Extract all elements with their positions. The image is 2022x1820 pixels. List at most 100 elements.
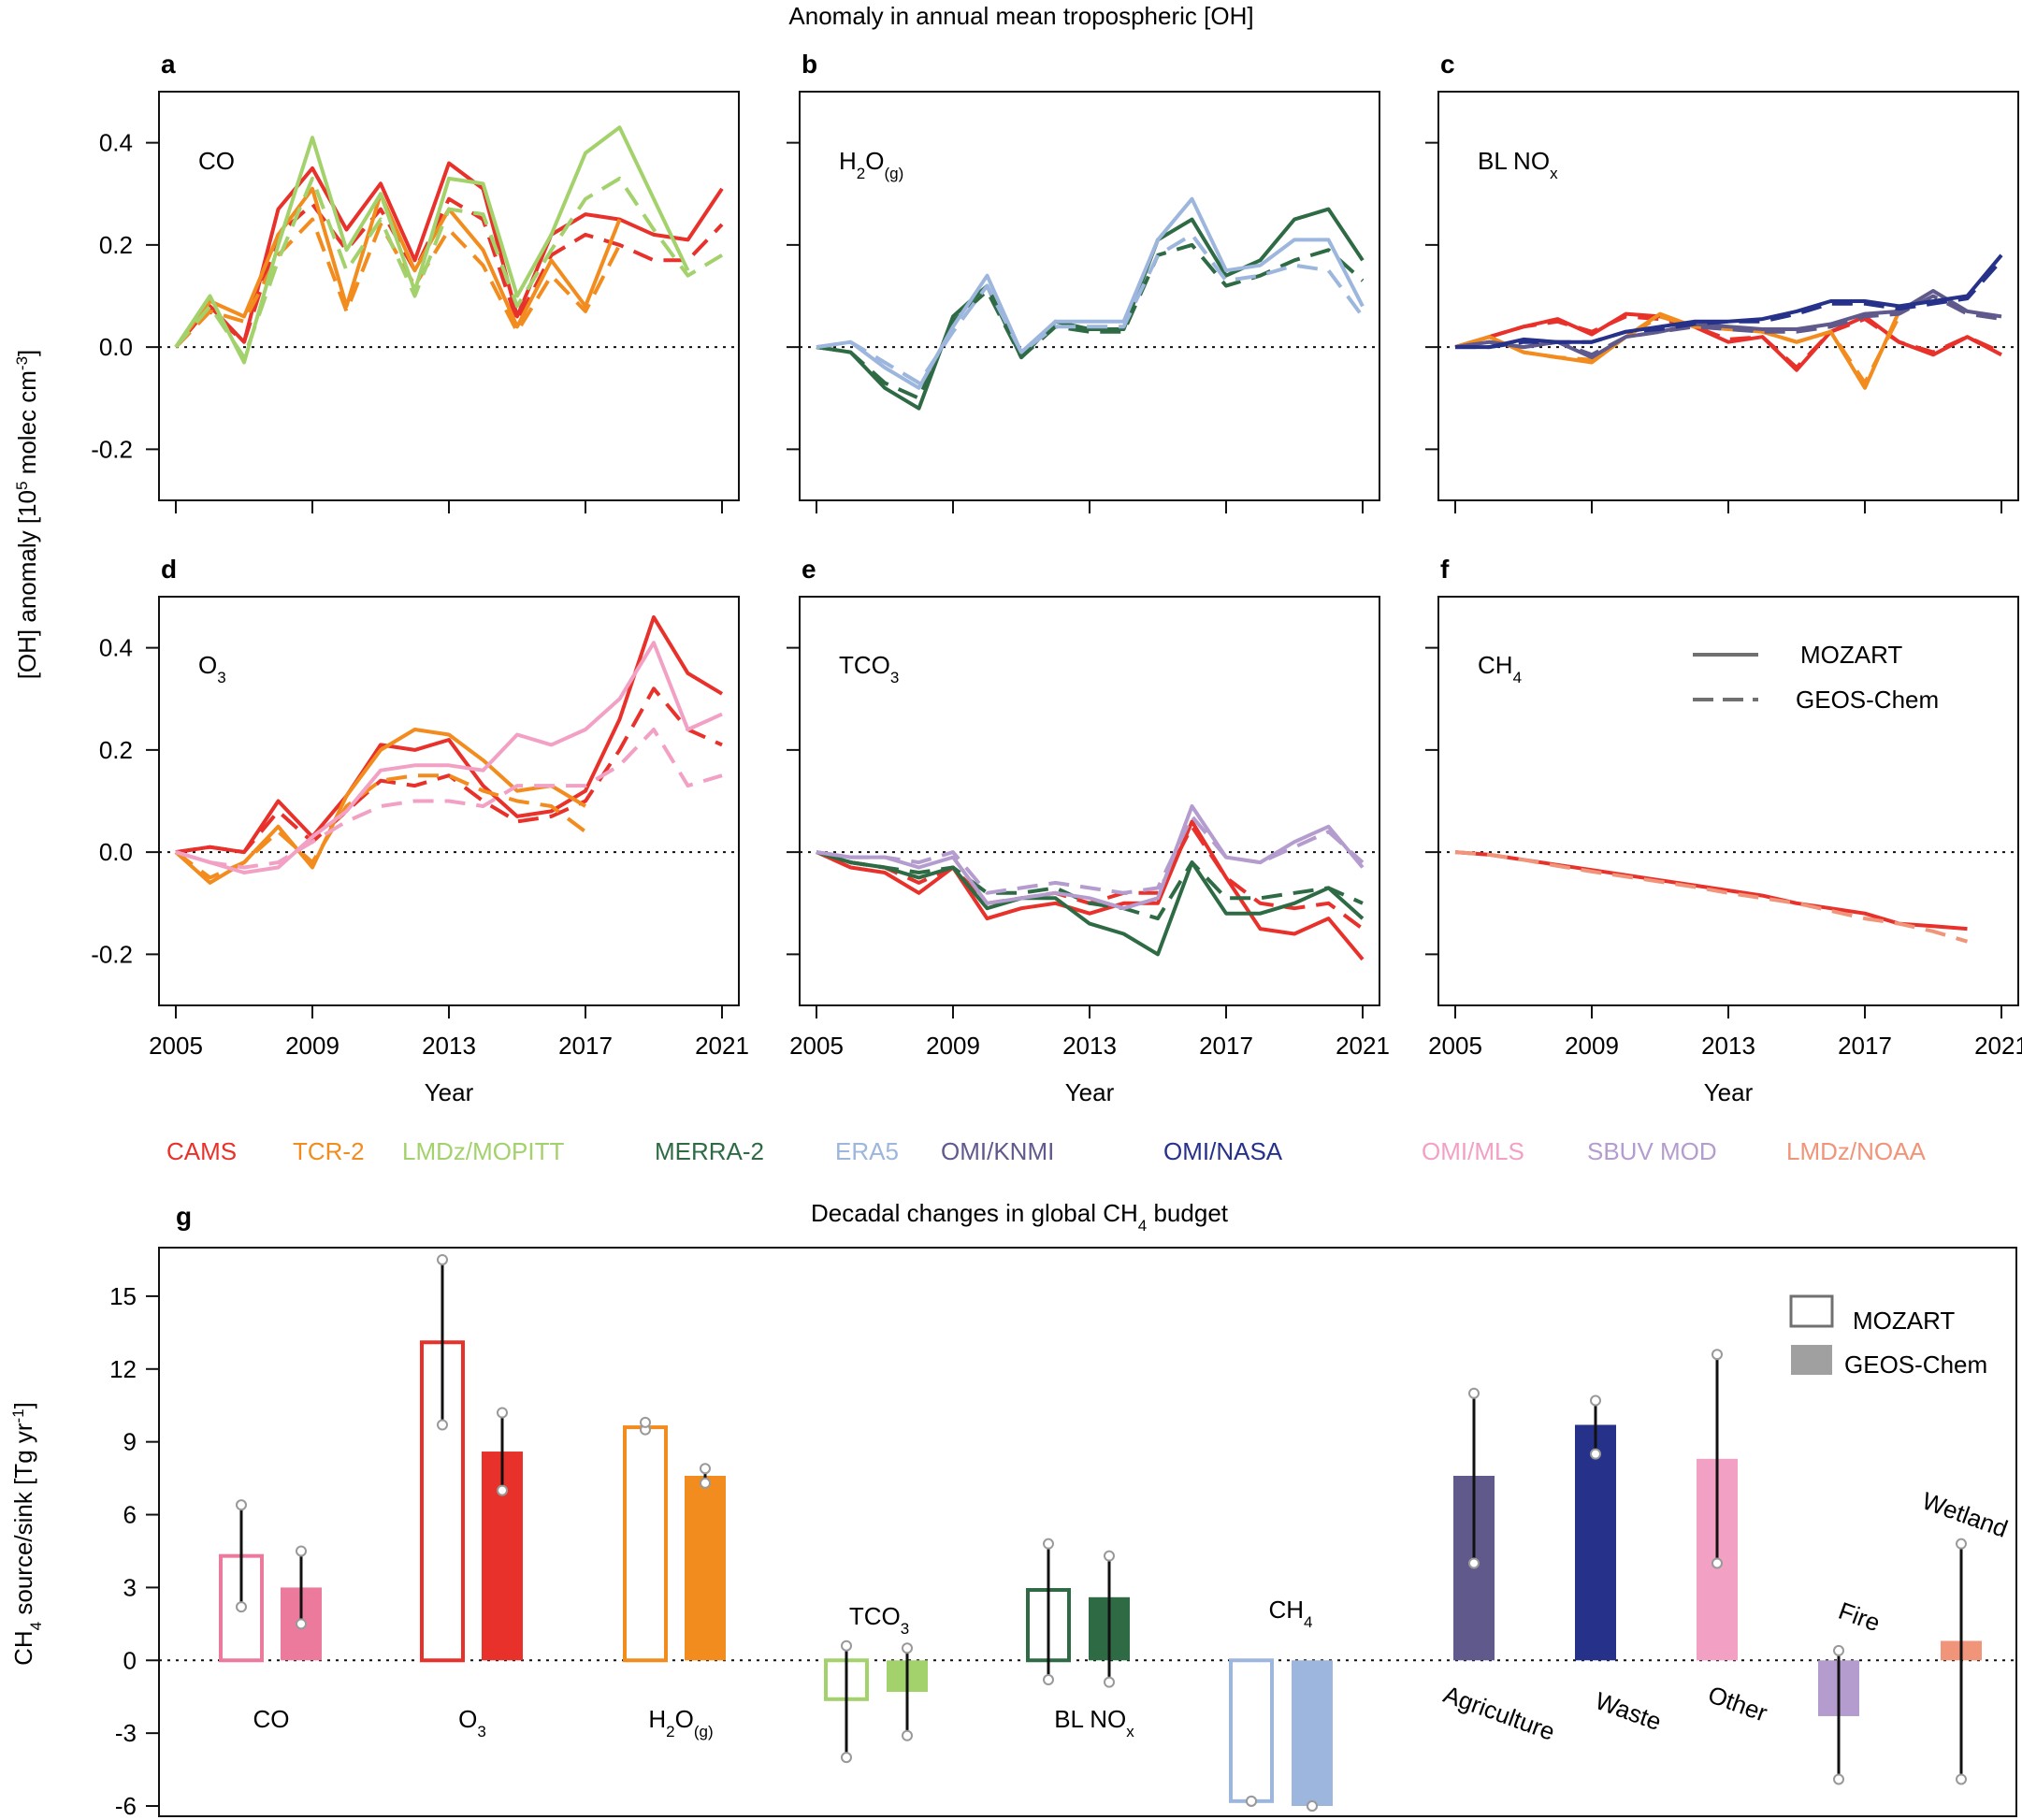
bar-group-other <box>1697 1349 1738 1661</box>
panel-letter: d <box>161 555 177 584</box>
group-label-other: Other <box>1704 1680 1771 1727</box>
panel-b: b H2O(g) <box>787 50 1380 513</box>
panel-driver-label: CO <box>198 147 235 175</box>
legend-omi-nasa: OMI/NASA <box>1163 1137 1283 1165</box>
series-line-cams-mozart <box>174 161 724 349</box>
bar-geos-chem <box>1575 1424 1616 1661</box>
error-bar-end <box>1246 1795 1257 1807</box>
group-label-waste: Waste <box>1592 1686 1666 1736</box>
panel-letter: f <box>1440 555 1450 584</box>
series-line-sbuv-mod-geoschem <box>816 814 1365 895</box>
error-bar-end <box>437 1253 448 1265</box>
bottom-y-axis-label: CH4 source/sink [Tg yr-1] <box>9 1402 45 1666</box>
panel-driver-label: BL NOx <box>1478 147 1558 182</box>
series-line-merra-2-mozart <box>816 850 1365 957</box>
line-panels: a -0.2 0.0 0.2 0.4 CO b H2O(g) c BL NOx d -0.2 0.0 0.… <box>91 50 2022 1106</box>
panel-frame <box>158 91 740 501</box>
error-bar-end <box>1104 1676 1115 1688</box>
panel-letter: b <box>802 50 817 79</box>
error-bar-end <box>1043 1674 1054 1686</box>
panel-frame <box>799 91 1380 501</box>
bar-y-tick-label: 6 <box>123 1501 137 1529</box>
panel-a: a -0.2 0.0 0.2 0.4 CO <box>91 50 740 513</box>
error-bar-end <box>640 1416 651 1428</box>
series-line-cams-geoschem <box>174 196 724 349</box>
error-bar-end <box>1956 1538 1967 1550</box>
bar-legend: MOZART GEOS-Chem <box>1789 1294 1987 1379</box>
panel-frame <box>1437 596 2019 1006</box>
bar-geos-chem <box>685 1476 726 1661</box>
bottom-title: Decadal changes in global CH4 budget <box>811 1199 1229 1235</box>
series-line-lmdz-noaa-geoschem <box>1454 850 1969 944</box>
panel-letter: e <box>802 555 816 584</box>
bar-group-agriculture <box>1453 1387 1495 1661</box>
x-tick-label: 2021 <box>1974 1032 2022 1060</box>
error-bar-end <box>902 1729 913 1741</box>
series-line-cams-mozart <box>816 819 1365 961</box>
series-line-lmdz-mopitt-geoschem <box>174 176 724 360</box>
series-line-tcr-2-geoschem <box>174 773 587 880</box>
legend-lmdz-noaa: LMDz/NOAA <box>1786 1137 1926 1165</box>
group-label-agriculture: Agriculture <box>1440 1680 1559 1746</box>
bar-group-tco3 <box>824 1639 928 1764</box>
x-tick-label: 2009 <box>1565 1032 1619 1060</box>
y-tick-label: -0.2 <box>91 435 133 463</box>
error-bar-end <box>497 1484 508 1496</box>
legend-sbuv-mod: SBUV MOD <box>1587 1137 1717 1165</box>
group-label-wetland: Wetland <box>1918 1486 2011 1543</box>
x-tick-label: 2017 <box>1199 1032 1253 1060</box>
legend-solid-label: MOZART <box>1800 641 1902 669</box>
group-label-ch4: CH4 <box>1268 1596 1312 1631</box>
group-label-co: CO <box>253 1705 290 1733</box>
series-line-merra-2-geoschem <box>816 242 1365 400</box>
series-line-era5-mozart <box>816 196 1365 390</box>
series-line-omi-mls-mozart <box>175 641 723 874</box>
bar-group-h2o-g- <box>623 1416 726 1663</box>
y-tick-label: -0.2 <box>91 940 133 968</box>
y-tick-label: 0.2 <box>99 231 133 259</box>
error-bar-end <box>1711 1349 1723 1361</box>
legend-era5: ERA5 <box>835 1137 899 1165</box>
panel-g-letter: g <box>176 1202 192 1231</box>
bar-y-tick-label: 3 <box>123 1573 137 1601</box>
bar-y-tick-label: 0 <box>123 1646 137 1674</box>
bar-group-bl-nox <box>1026 1538 1130 1688</box>
error-bar-end <box>1590 1448 1601 1460</box>
x-tick-label: 2013 <box>1062 1032 1117 1060</box>
error-bar-end <box>296 1618 307 1630</box>
legend-cams: CAMS <box>166 1137 237 1165</box>
bar-group-co <box>219 1499 322 1663</box>
bar-group-ch4 <box>1229 1658 1333 1813</box>
series-line-merra-2-mozart <box>816 207 1365 411</box>
legend-lmdz-mopitt: LMDz/MOPITT <box>402 1137 564 1165</box>
bar-group-waste <box>1575 1394 1616 1661</box>
error-bar-end <box>1043 1538 1054 1550</box>
x-tick-label: 2021 <box>695 1032 749 1060</box>
x-tick-label: 2017 <box>1838 1032 1892 1060</box>
legend-merra2: MERRA-2 <box>655 1137 764 1165</box>
bar-legend-open-label: MOZART <box>1853 1307 1955 1335</box>
top-y-axis-label: [OH] anomaly [105 molec cm-3] <box>13 350 42 680</box>
bar-mozart <box>219 1553 264 1663</box>
panel-driver-label: O3 <box>198 651 226 686</box>
series-line-omi-nasa-mozart <box>1455 253 2003 350</box>
bar-mozart <box>1229 1658 1274 1803</box>
error-bar-end <box>1711 1557 1723 1569</box>
x-tick-label: 2005 <box>789 1032 844 1060</box>
top-title: Anomaly in annual mean tropospheric [OH] <box>788 2 1253 30</box>
series-line-tcr-2-mozart <box>174 728 587 885</box>
x-tick-label: 2005 <box>149 1032 203 1060</box>
error-bar-end <box>236 1499 247 1511</box>
legend-omi-knmi: OMI/KNMI <box>941 1137 1054 1165</box>
error-bar-end <box>1468 1387 1480 1399</box>
panel-driver-label: CH4 <box>1478 651 1522 686</box>
error-bar-end <box>1956 1773 1967 1785</box>
bar-group-fire <box>1818 1644 1859 1785</box>
bar-group-o3 <box>420 1253 523 1663</box>
series-line-tcr-2-mozart <box>174 186 622 349</box>
legend-dashed-label: GEOS-Chem <box>1796 686 1939 714</box>
y-tick-label: 0.0 <box>99 333 133 361</box>
error-bar-end <box>1833 1644 1844 1656</box>
x-axis-label: Year <box>1704 1078 1754 1106</box>
bar-panel: -6 -3 0 3 6 9 12 15 <box>109 1247 2017 1820</box>
